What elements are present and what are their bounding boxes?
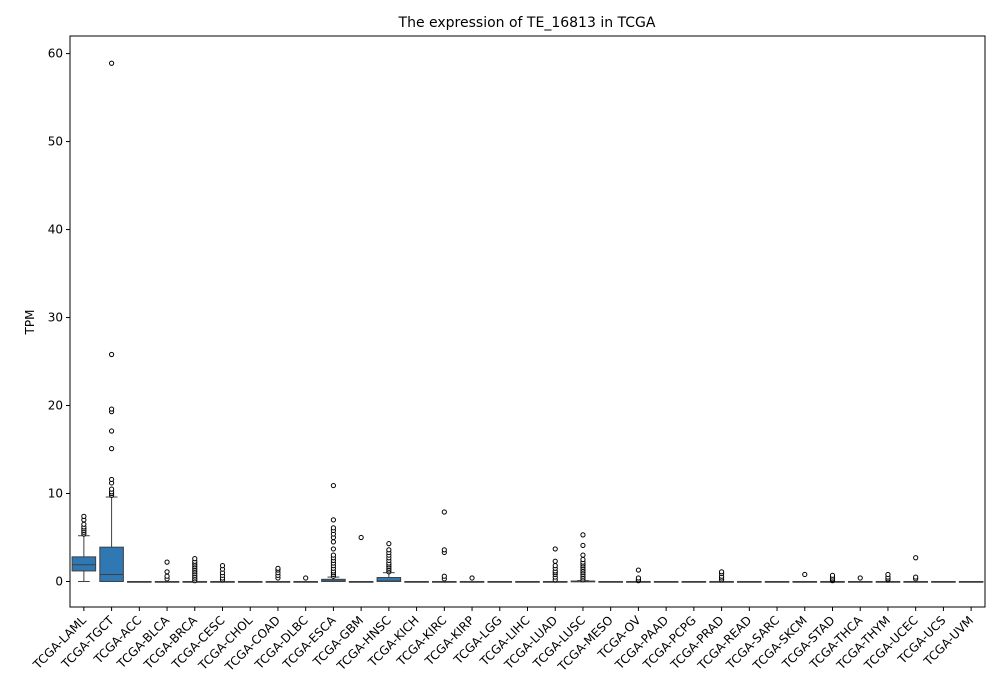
box-group (182, 556, 208, 584)
outlier-point (108, 476, 115, 483)
box-group (958, 580, 984, 583)
outlier-point (857, 575, 863, 581)
outlier-point (330, 546, 337, 552)
outlier-point (580, 556, 586, 563)
box-group (321, 482, 346, 582)
box-group (903, 555, 928, 583)
outlier-point (386, 547, 392, 553)
outlier-point (441, 573, 447, 579)
box-group (71, 513, 97, 582)
box (99, 546, 124, 582)
box-group (404, 580, 429, 583)
box-group (459, 575, 485, 583)
y-tick-label: 40 (48, 223, 63, 237)
outlier-point (913, 574, 919, 580)
outlier-point (885, 571, 891, 578)
outlier-point (81, 513, 87, 519)
outlier-point (386, 541, 392, 547)
box-group (210, 563, 235, 583)
outlier-point (635, 575, 642, 581)
box-group (820, 572, 845, 584)
outlier-point (81, 521, 87, 527)
box-group (348, 534, 374, 583)
box-group (127, 580, 152, 583)
x-axis: TCGA-LAMLTCGA-TGCTTCGA-ACCTCGA-BLCATCGA-… (30, 607, 976, 674)
box-group (515, 580, 540, 583)
box-group (764, 580, 790, 583)
chart-title: The expression of TE_16813 in TCGA (398, 15, 656, 31)
outlier-point (913, 555, 919, 561)
box-group (99, 60, 124, 582)
outlier-point (441, 547, 447, 553)
outlier-point (580, 552, 586, 558)
outlier-point (580, 532, 586, 538)
outlier-point (108, 60, 115, 66)
y-tick-label: 30 (48, 311, 63, 325)
outlier-point (330, 525, 337, 531)
y-tick-label: 10 (48, 487, 63, 501)
y-tick-label: 0 (55, 574, 63, 588)
outlier-point (552, 563, 558, 569)
box-group (681, 580, 707, 583)
outlier-point (829, 572, 836, 578)
outlier-point (718, 569, 725, 575)
box-group (265, 565, 291, 583)
y-tick-label: 20 (48, 399, 63, 413)
outlier-point (164, 573, 170, 579)
outlier-point (441, 509, 447, 515)
y-axis-label: TPM (23, 310, 37, 336)
outlier-point (635, 567, 642, 573)
outlier-point (164, 559, 170, 565)
box-group (432, 509, 457, 583)
y-tick-label: 60 (48, 47, 63, 61)
outlier-point (552, 558, 558, 564)
boxes-layer (71, 60, 984, 584)
outlier-point (303, 575, 309, 581)
outlier-point (330, 517, 337, 523)
outlier-point (108, 351, 115, 358)
outlier-point (330, 482, 337, 489)
box-group (792, 571, 818, 583)
box-group (626, 567, 651, 584)
box-group (293, 575, 318, 583)
outlier-point (164, 569, 170, 575)
outlier-point (219, 563, 226, 569)
outlier-point (552, 546, 558, 552)
box-group (653, 580, 679, 583)
outlier-point (802, 571, 808, 578)
outlier-point (108, 446, 115, 452)
box-group (875, 571, 901, 583)
box-group (237, 580, 263, 583)
outlier-point (108, 406, 115, 412)
outlier-point (330, 552, 337, 558)
box-group (931, 580, 956, 583)
box (71, 556, 97, 572)
outlier-point (192, 556, 198, 562)
box-group (154, 559, 180, 583)
box-group (487, 580, 513, 583)
box-group (598, 580, 623, 583)
box-group (709, 569, 734, 583)
box-group (376, 541, 402, 582)
box-group (570, 532, 596, 583)
box-group (737, 580, 762, 583)
y-axis: 0 10 20 30 40 50 60 (48, 47, 70, 588)
outlier-point (275, 565, 281, 571)
outlier-point (358, 534, 364, 541)
outlier-point (108, 486, 115, 492)
outlier-point (580, 542, 586, 549)
box-group (542, 546, 568, 583)
outlier-point (469, 575, 475, 581)
y-tick-label: 50 (48, 135, 63, 149)
outlier-point (330, 539, 337, 545)
box-group (847, 575, 873, 583)
plot-frame (69, 35, 986, 608)
outlier-point (108, 428, 115, 434)
